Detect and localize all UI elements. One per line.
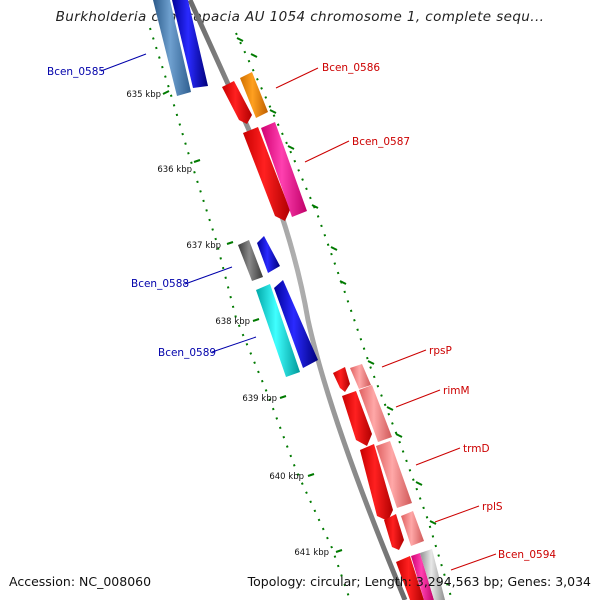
gene-Bcen_0585-arrow-2[interactable] bbox=[172, 0, 208, 88]
kbp-label-635: 635 kbp bbox=[126, 90, 161, 100]
gene-rplS[interactable] bbox=[384, 514, 404, 550]
gene-label-rpsP[interactable]: rpsP bbox=[429, 345, 452, 357]
gene-label-rplS[interactable]: rplS bbox=[482, 501, 503, 513]
chromosome-backbone bbox=[187, 0, 408, 600]
gene-Bcen_0588[interactable] bbox=[257, 236, 280, 273]
gene-Bcen_0594-pink[interactable] bbox=[411, 553, 434, 600]
gene-Bcen_0585-arrow[interactable] bbox=[153, 0, 191, 96]
gene-label-rimM[interactable]: rimM bbox=[443, 385, 470, 397]
gene-rimM[interactable] bbox=[342, 391, 372, 446]
kbp-label-638: 638 kbp bbox=[215, 317, 250, 327]
gene-rimM-2[interactable] bbox=[359, 385, 392, 442]
gene-label-Bcen_0589[interactable]: Bcen_0589 bbox=[158, 347, 216, 359]
gene-Bcen_0587[interactable] bbox=[261, 122, 307, 217]
gene-Bcen_0586-red[interactable] bbox=[222, 81, 252, 124]
label-leader-lines bbox=[100, 53, 497, 571]
topology-label: Topology: circular; Length: 3,294,563 bp… bbox=[247, 574, 591, 589]
kbp-label-637: 637 kbp bbox=[186, 241, 221, 251]
gene-rpsP[interactable] bbox=[333, 367, 350, 392]
gene-label-Bcen_0594[interactable]: Bcen_0594 bbox=[498, 549, 556, 561]
gene-trmD[interactable] bbox=[360, 444, 393, 521]
kbp-label-639: 639 kbp bbox=[242, 394, 277, 404]
kbp-label-641: 641 kbp bbox=[294, 548, 329, 558]
gene-label-Bcen_0585[interactable]: Bcen_0585 bbox=[47, 66, 105, 78]
gene-Bcen_0589[interactable] bbox=[274, 280, 318, 368]
gene-Bcen_0594-silver[interactable] bbox=[420, 549, 445, 600]
gene-rpsP-2[interactable] bbox=[350, 364, 371, 389]
gene-label-Bcen_0587[interactable]: Bcen_0587 bbox=[352, 136, 410, 148]
gene-Bcen_0588-grey[interactable] bbox=[238, 240, 263, 281]
gene-rplS-2[interactable] bbox=[401, 511, 424, 546]
gene-trmD-2[interactable] bbox=[376, 441, 412, 508]
gene-label-Bcen_0588[interactable]: Bcen_0588 bbox=[131, 278, 189, 290]
kbp-label-636: 636 kbp bbox=[157, 165, 192, 175]
gene-label-Bcen_0586[interactable]: Bcen_0586 bbox=[322, 62, 380, 74]
accession-label: Accession: NC_008060 bbox=[9, 574, 152, 589]
gene-Bcen_0586[interactable] bbox=[240, 72, 268, 118]
gene-label-trmD[interactable]: trmD bbox=[463, 443, 490, 455]
major-ticks bbox=[162, 37, 437, 553]
gene-Bcen_0594[interactable] bbox=[396, 556, 424, 600]
gene-Bcen_0587-red[interactable] bbox=[243, 127, 290, 221]
kbp-label-640: 640 kbp bbox=[269, 472, 304, 482]
gene-Bcen_0585[interactable] bbox=[153, 0, 208, 96]
gene-Bcen_0589-cyan[interactable] bbox=[256, 284, 300, 377]
